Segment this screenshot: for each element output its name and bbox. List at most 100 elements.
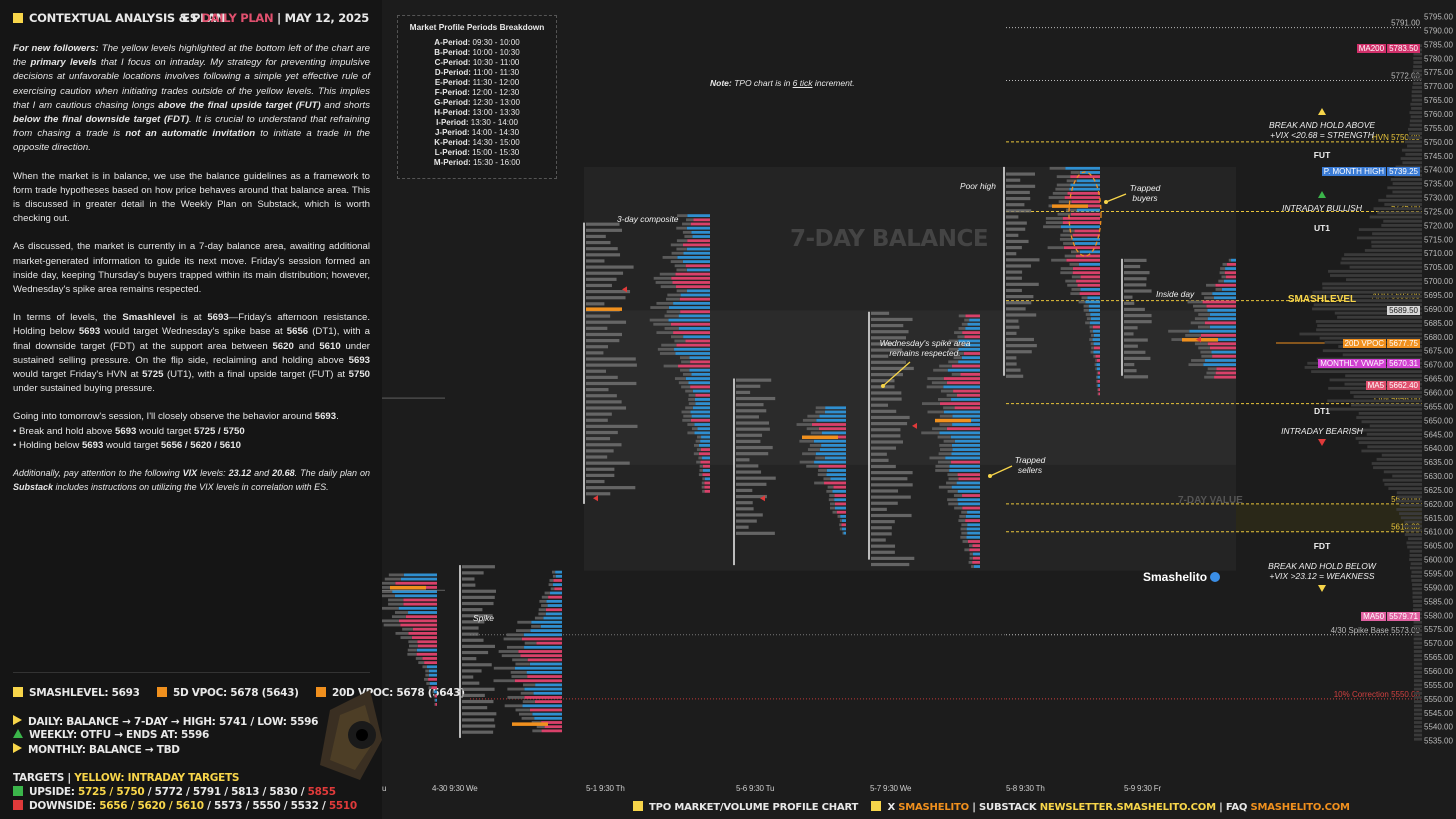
tpo-bar (425, 673, 429, 677)
tpo-bar (1064, 254, 1076, 258)
tpo-letter-row (736, 415, 759, 419)
tpo-bar (830, 506, 835, 510)
composite-volume-bar (1411, 98, 1422, 102)
volume-bar (1063, 246, 1100, 250)
tpo-bar (946, 393, 957, 397)
tpo-bar (382, 590, 393, 594)
composite-volume-bar (1413, 56, 1422, 60)
vpoc-marker (1052, 204, 1088, 208)
tpo-bar (657, 347, 675, 351)
tpo-bar (1094, 363, 1097, 367)
composite-volume-bar (1312, 307, 1422, 311)
tpo-bar (1198, 346, 1210, 350)
volume-bar (685, 377, 710, 380)
vpoc-marker (512, 722, 548, 726)
volume-bar (1093, 350, 1100, 354)
tpo-letter-row (871, 440, 903, 444)
tpo-bar (826, 489, 833, 493)
volume-bar (1098, 388, 1100, 392)
volume-bar (701, 435, 710, 439)
volume-bar (1074, 229, 1100, 233)
volume-bar (678, 364, 710, 368)
tpo-letter-row (462, 583, 476, 587)
volume-bar (668, 306, 710, 309)
tpo-letter-row (871, 317, 913, 322)
tpo-letter-row (462, 632, 479, 636)
arrow-head-icon (881, 384, 885, 388)
tpo-bar (688, 393, 696, 397)
composite-volume-bar (1413, 637, 1422, 641)
volume-bar (435, 703, 437, 706)
tpo-bar (694, 443, 699, 447)
tpo-bar (674, 339, 686, 343)
tpo-bar (810, 431, 822, 435)
tpo-bar (932, 427, 947, 431)
tpo-letter-row (586, 375, 618, 379)
volume-bar (964, 343, 980, 347)
tpo-letter-row (586, 369, 606, 373)
tpo-letter-row (736, 458, 750, 462)
composite-volume-bar (1409, 566, 1422, 570)
tpo-bar (653, 276, 672, 280)
volume-bar (956, 393, 980, 397)
tpo-bar (415, 657, 423, 660)
tpo-bar (510, 670, 527, 674)
volume-bar (961, 356, 980, 360)
x-link[interactable]: SMASHELITO (898, 802, 969, 813)
tpo-bar (937, 398, 952, 401)
tpo-letter-row (586, 302, 605, 306)
price-badge: P. MONTH HIGH 5739.25 (1321, 167, 1420, 177)
tpo-bar (670, 243, 683, 247)
y-tick-label: 5720.00 (1424, 221, 1453, 230)
tpo-bar (947, 489, 958, 493)
composite-volume-bar (1386, 194, 1422, 198)
tpo-bar (539, 599, 547, 603)
tpo-bar (656, 301, 674, 305)
y-tick-label: 5635.00 (1424, 458, 1453, 467)
tpo-bar (518, 712, 533, 716)
tpo-bar (538, 608, 546, 612)
substack-link[interactable]: NEWSLETTER.SMASHELITO.COM (1039, 802, 1216, 813)
tpo-bar (687, 423, 695, 426)
tpo-bar (515, 708, 530, 712)
y-tick-label: 5620.00 (1424, 500, 1453, 509)
volume-bar (690, 360, 710, 364)
tpo-bar (1091, 346, 1094, 350)
tpo-letter-row (736, 452, 769, 456)
y-tick-label: 5555.00 (1424, 681, 1453, 690)
tpo-bar (653, 322, 671, 326)
tpo-bar (1095, 359, 1097, 362)
composite-volume-bar (1413, 670, 1422, 674)
x-axis-label: 5-9 9:30 Fr (1124, 784, 1161, 793)
tpo-bar (958, 314, 966, 318)
volume-bar (957, 489, 980, 493)
tpo-bar (939, 423, 953, 426)
composite-volume-bar (1401, 148, 1422, 152)
tpo-bar (534, 616, 544, 620)
volume-bar (533, 691, 562, 695)
composite-volume-bar (1390, 178, 1422, 181)
faq-link[interactable]: SMASHELITO.COM (1250, 802, 1350, 813)
volume-bar (545, 612, 562, 616)
volume-bar (958, 339, 980, 343)
tpo-letter-row (871, 556, 915, 560)
volume-bar (514, 679, 562, 683)
tpo-bar (806, 464, 819, 468)
tpo-bar (839, 523, 842, 527)
fdt-label: FDT (1313, 541, 1331, 551)
composite-volume-bar (1392, 474, 1422, 478)
tpo-letter-row (586, 228, 623, 232)
volume-bar (825, 406, 846, 410)
volume-bar (1071, 200, 1100, 204)
tpo-bar (940, 389, 954, 393)
volume-bar (1226, 262, 1236, 266)
tpo-bar (958, 327, 966, 330)
composite-volume-bar (1404, 528, 1422, 532)
volume-bar (702, 456, 710, 460)
composite-volume-bar (1409, 554, 1422, 557)
volume-bar (686, 226, 710, 230)
5d-vpoc-square-icon (156, 687, 167, 697)
tpo-bar (837, 515, 841, 518)
price-axis[interactable]: 5795.00 5790.00 5785.00 5780.00 5775.00 5770.… (1422, 0, 1456, 795)
